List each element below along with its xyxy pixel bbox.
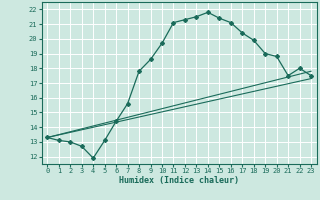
X-axis label: Humidex (Indice chaleur): Humidex (Indice chaleur) [119,176,239,185]
